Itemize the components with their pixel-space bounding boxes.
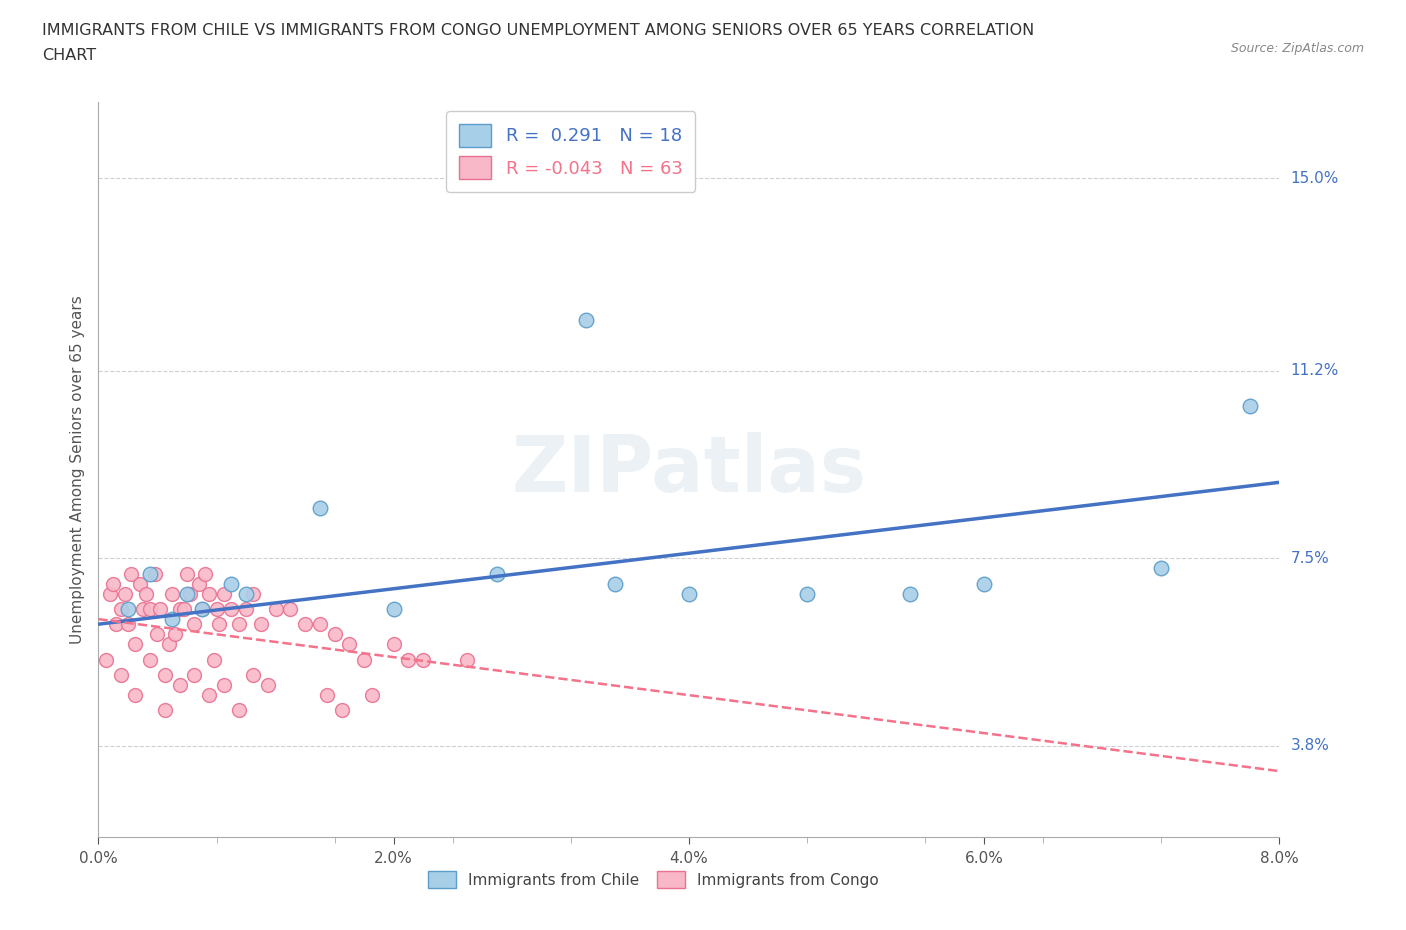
Point <box>169 678 191 693</box>
Point <box>157 637 180 652</box>
Point <box>457 652 479 667</box>
Point <box>149 602 172 617</box>
Y-axis label: Unemployment Among Seniors over 65 years: Unemployment Among Seniors over 65 years <box>69 296 84 644</box>
Point <box>353 652 375 667</box>
Point <box>309 500 332 515</box>
Point <box>162 612 183 627</box>
Point <box>191 602 214 617</box>
Point <box>139 602 162 617</box>
Point <box>187 577 209 591</box>
Point <box>205 602 228 617</box>
Text: 15.0%: 15.0% <box>1291 171 1339 186</box>
Point <box>212 678 235 693</box>
Point <box>678 586 700 601</box>
Point <box>309 617 332 631</box>
Point <box>120 566 142 581</box>
Point <box>153 703 176 718</box>
Point <box>135 586 157 601</box>
Point <box>242 668 264 683</box>
Point <box>330 703 353 718</box>
Point <box>339 637 361 652</box>
Point <box>117 617 139 631</box>
Point <box>250 617 273 631</box>
Legend: Immigrants from Chile, Immigrants from Congo: Immigrants from Chile, Immigrants from C… <box>420 864 887 896</box>
Text: 7.5%: 7.5% <box>1291 551 1329 565</box>
Point <box>202 652 225 667</box>
Point <box>198 687 221 702</box>
Point <box>796 586 818 601</box>
Point <box>94 652 117 667</box>
Point <box>179 586 201 601</box>
Point <box>162 586 183 601</box>
Point <box>212 586 235 601</box>
Point <box>221 602 243 617</box>
Point <box>176 566 198 581</box>
Point <box>165 627 187 642</box>
Point <box>198 586 221 601</box>
Point <box>103 577 125 591</box>
Point <box>398 652 420 667</box>
Point <box>900 586 922 601</box>
Point <box>316 687 339 702</box>
Point <box>412 652 434 667</box>
Point <box>486 566 509 581</box>
Point <box>264 602 287 617</box>
Point <box>323 627 346 642</box>
Text: 11.2%: 11.2% <box>1291 364 1339 379</box>
Text: ZIPatlas: ZIPatlas <box>512 432 866 508</box>
Point <box>221 577 243 591</box>
Point <box>235 586 257 601</box>
Point <box>280 602 302 617</box>
Point <box>360 687 382 702</box>
Point <box>1150 561 1173 576</box>
Text: 3.8%: 3.8% <box>1291 738 1330 753</box>
Point <box>575 312 598 327</box>
Point <box>176 586 198 601</box>
Point <box>124 687 146 702</box>
Point <box>605 577 627 591</box>
Text: Source: ZipAtlas.com: Source: ZipAtlas.com <box>1230 42 1364 55</box>
Point <box>973 577 995 591</box>
Point <box>117 602 139 617</box>
Point <box>169 602 191 617</box>
Point <box>173 602 195 617</box>
Point <box>139 652 162 667</box>
Point <box>294 617 316 631</box>
Point <box>183 617 205 631</box>
Point <box>194 566 217 581</box>
Point <box>235 602 257 617</box>
Point <box>242 586 264 601</box>
Point <box>153 668 176 683</box>
Point <box>110 602 132 617</box>
Text: IMMIGRANTS FROM CHILE VS IMMIGRANTS FROM CONGO UNEMPLOYMENT AMONG SENIORS OVER 6: IMMIGRANTS FROM CHILE VS IMMIGRANTS FROM… <box>42 23 1035 38</box>
Point <box>183 668 205 683</box>
Point <box>208 617 231 631</box>
Point <box>143 566 166 581</box>
Point <box>98 586 121 601</box>
Point <box>114 586 136 601</box>
Point <box>146 627 169 642</box>
Point <box>105 617 128 631</box>
Point <box>228 617 250 631</box>
Point <box>1239 399 1261 414</box>
Point <box>124 637 146 652</box>
Point <box>128 577 150 591</box>
Point <box>257 678 280 693</box>
Point <box>110 668 132 683</box>
Text: CHART: CHART <box>42 48 96 63</box>
Point <box>228 703 250 718</box>
Point <box>382 637 405 652</box>
Point <box>382 602 405 617</box>
Point <box>191 602 214 617</box>
Point <box>139 566 162 581</box>
Point <box>132 602 155 617</box>
